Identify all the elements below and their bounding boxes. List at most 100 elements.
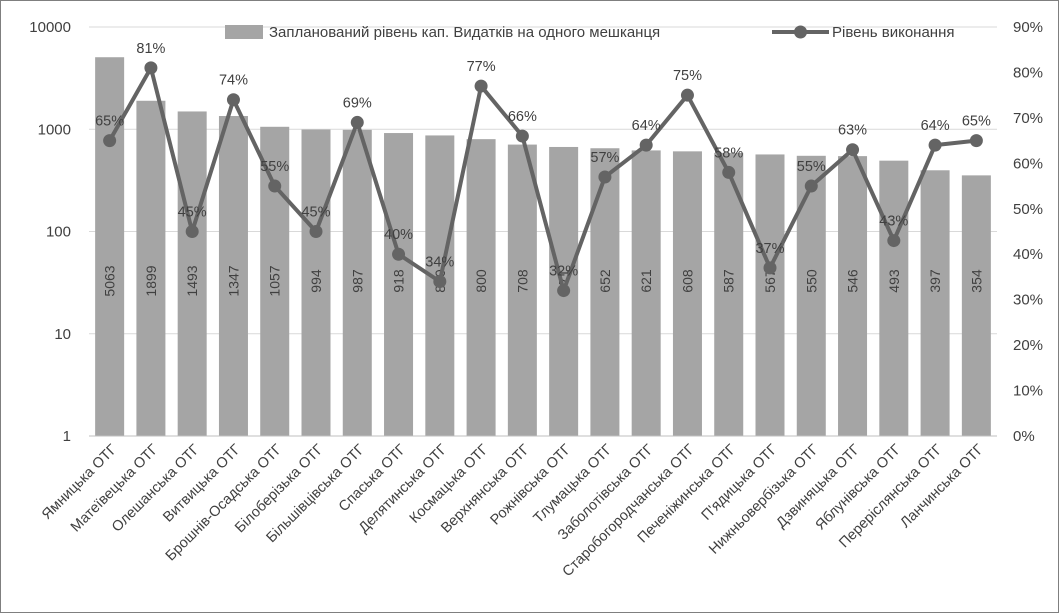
line-point	[392, 247, 406, 261]
category-label: Ямницька ОТГ	[39, 441, 121, 523]
right-tick-label: 90%	[1013, 19, 1043, 36]
bar	[384, 133, 414, 437]
line-point	[763, 261, 777, 275]
line-point	[598, 170, 612, 184]
bar-value-label: 708	[514, 269, 530, 293]
line-value-label: 55%	[260, 159, 289, 175]
line-value-label: 63%	[838, 123, 867, 139]
right-tick-label: 50%	[1013, 201, 1043, 218]
right-tick-label: 30%	[1013, 292, 1043, 309]
line-value-label: 64%	[921, 118, 950, 134]
line-point	[103, 134, 117, 148]
right-tick-label: 60%	[1013, 155, 1043, 172]
left-tick-label: 10000	[29, 19, 71, 36]
right-tick-label: 40%	[1013, 246, 1043, 263]
line-point	[433, 274, 447, 288]
bar-value-label: 621	[638, 269, 654, 293]
bar	[714, 152, 744, 437]
line-point	[557, 284, 571, 298]
line-value-label: 64%	[632, 118, 661, 134]
bar-value-label: 800	[473, 269, 489, 293]
right-tick-label: 70%	[1013, 110, 1043, 127]
bar-value-label: 994	[308, 269, 324, 293]
bar	[507, 144, 537, 436]
bar-value-label: 1493	[184, 265, 200, 296]
right-tick-label: 10%	[1013, 383, 1043, 400]
line-value-label: 40%	[384, 227, 413, 243]
line-value-label: 69%	[343, 95, 372, 111]
line-value-label: 55%	[797, 159, 826, 175]
bar-value-label: 1347	[225, 265, 241, 296]
bar-value-label: 493	[886, 269, 902, 293]
line-value-label: 57%	[590, 150, 619, 166]
line-point	[969, 134, 983, 148]
bar	[755, 154, 785, 436]
bar	[920, 170, 950, 436]
bar-value-label: 5063	[102, 265, 118, 296]
bar	[631, 150, 661, 437]
line-point	[680, 88, 694, 102]
right-tick-label: 20%	[1013, 337, 1043, 354]
line-point	[804, 179, 818, 193]
line-point	[144, 61, 158, 75]
legend-label-bars: Запланований рівень кап. Видатків на одн…	[269, 24, 660, 41]
line-value-label: 34%	[425, 254, 454, 270]
bar-value-label: 397	[927, 269, 943, 293]
bar	[838, 156, 868, 436]
line-point	[474, 79, 488, 93]
right-tick-label: 80%	[1013, 64, 1043, 81]
bar-value-label: 652	[597, 269, 613, 293]
bar	[672, 151, 702, 436]
bar-value-label: 546	[845, 269, 861, 293]
bar-value-label: 567	[762, 269, 778, 293]
bar	[260, 126, 290, 436]
left-tick-label: 1000	[38, 121, 71, 138]
line-value-label: 58%	[714, 145, 743, 161]
left-tick-label: 10	[54, 326, 71, 343]
line-point	[226, 93, 240, 107]
line-point	[722, 165, 736, 179]
line-value-label: 37%	[755, 241, 784, 257]
bar-value-label: 587	[721, 269, 737, 293]
bar	[301, 129, 331, 436]
bar-value-label: 1899	[143, 265, 159, 296]
bar-value-label: 987	[349, 269, 365, 293]
bar	[218, 116, 248, 437]
legend-marker-line	[794, 25, 807, 39]
bar	[796, 155, 826, 436]
line-value-label: 77%	[467, 59, 496, 75]
line-value-label: 66%	[508, 109, 537, 125]
line-value-label: 74%	[219, 73, 248, 89]
line-point	[515, 129, 529, 143]
line-value-label: 65%	[95, 114, 124, 130]
legend-swatch-bars	[225, 25, 263, 39]
line-point	[928, 138, 942, 152]
line-point	[350, 115, 364, 129]
bar	[466, 139, 496, 436]
bar-value-label: 550	[803, 269, 819, 293]
line-value-label: 45%	[178, 205, 207, 221]
line-value-label: 32%	[549, 264, 578, 280]
bar	[590, 148, 620, 437]
bar	[177, 111, 207, 436]
bar	[961, 175, 991, 436]
left-tick-label: 1	[63, 428, 71, 445]
line-value-label: 75%	[673, 68, 702, 84]
line-value-label: 81%	[136, 41, 165, 57]
bar-value-label: 608	[679, 269, 695, 293]
line-value-label: 45%	[301, 205, 330, 221]
legend-label-line: Рівень виконання	[832, 24, 954, 41]
bar	[342, 129, 372, 437]
bar	[879, 160, 909, 436]
line-value-label: 43%	[879, 214, 908, 230]
line-point	[639, 138, 653, 152]
bar	[136, 100, 166, 437]
right-tick-label: 0%	[1013, 428, 1035, 445]
line-value-label: 65%	[962, 114, 991, 130]
line-point	[309, 225, 323, 238]
bar-value-label: 918	[391, 269, 407, 293]
bar-value-label: 1057	[267, 265, 283, 296]
line-point	[846, 143, 860, 157]
